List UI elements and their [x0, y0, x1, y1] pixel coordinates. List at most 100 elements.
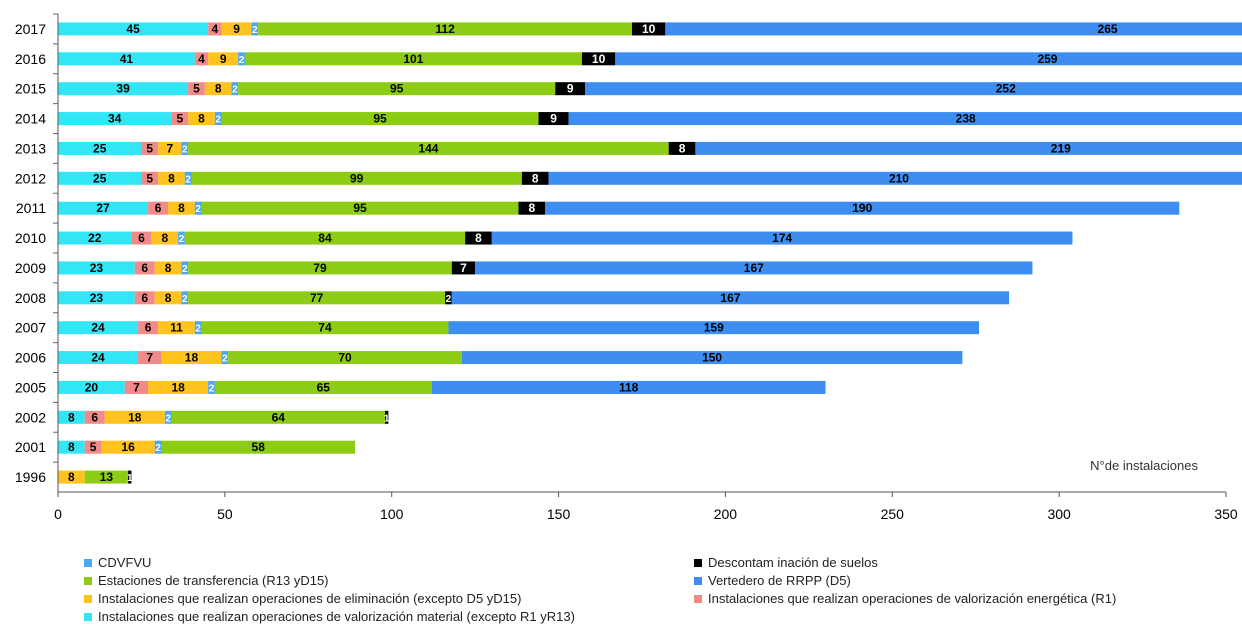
- data-label: 13: [100, 470, 114, 484]
- data-label: 41: [120, 52, 134, 66]
- data-label: 2: [155, 443, 161, 454]
- legend-item: Instalaciones que realizan operaciones d…: [694, 591, 1116, 606]
- data-label: 18: [185, 351, 199, 365]
- data-label: 9: [233, 22, 240, 36]
- y-tick-label: 2008: [15, 290, 46, 306]
- data-label: 6: [138, 231, 145, 245]
- bar-segment: [251, 22, 259, 36]
- bar-segment: [214, 380, 432, 394]
- bar-segment: [134, 291, 155, 305]
- y-tick-label: 2014: [15, 111, 46, 127]
- bar-segment: [465, 231, 492, 245]
- data-label: 64: [272, 410, 286, 424]
- bar-segment: [615, 52, 1242, 66]
- data-label: 8: [68, 470, 75, 484]
- bar-segment: [631, 22, 666, 36]
- bar-segment: [445, 291, 452, 305]
- data-label: 24: [91, 321, 105, 335]
- data-label: 259: [1037, 52, 1057, 66]
- data-label: 18: [128, 410, 142, 424]
- bar-segment: [58, 351, 139, 365]
- legend-swatch: [84, 612, 92, 621]
- x-tick-label: 250: [881, 506, 905, 522]
- legend-label: CDVFVU: [98, 555, 152, 570]
- data-label: 6: [91, 410, 98, 424]
- legend-swatch: [694, 558, 702, 567]
- data-label: 8: [679, 141, 686, 155]
- x-tick-label: 200: [714, 506, 738, 522]
- bar-segment: [58, 22, 209, 36]
- data-label: 58: [252, 440, 266, 454]
- bar-segment: [665, 22, 1242, 36]
- y-tick-label: 2005: [15, 379, 46, 395]
- data-label: 1: [384, 413, 390, 424]
- data-label: 8: [178, 201, 185, 215]
- data-label: 144: [418, 141, 438, 155]
- data-label: 6: [141, 261, 148, 275]
- bar-segment: [191, 171, 522, 185]
- data-label: 8: [198, 112, 205, 126]
- bar-segment: [568, 112, 1242, 126]
- bar-segment: [231, 82, 239, 96]
- bar-segment: [158, 321, 195, 335]
- axes-layer: 2017201620152014201320122011201020092008…: [15, 13, 1238, 522]
- bar-segment: [154, 261, 182, 275]
- data-label: 25: [93, 141, 107, 155]
- data-label: 45: [126, 22, 140, 36]
- data-label: 265: [1098, 22, 1118, 36]
- x-tick-label: 300: [1047, 506, 1071, 522]
- data-label: 84: [318, 231, 332, 245]
- bar-segment: [201, 321, 449, 335]
- bar-segment: [58, 440, 85, 454]
- bar-segment: [154, 440, 162, 454]
- bar-segment: [184, 231, 466, 245]
- bar-segment: [228, 351, 462, 365]
- y-tick-label: 2001: [15, 439, 46, 455]
- data-label: 95: [353, 201, 367, 215]
- bar-segment: [695, 141, 1242, 155]
- bar-segment: [555, 82, 586, 96]
- legend-label: Instalaciones que realizan operaciones d…: [708, 591, 1117, 606]
- bar-segment: [141, 171, 159, 185]
- data-label: 99: [350, 171, 364, 185]
- bar-segment: [131, 231, 152, 245]
- bar-segment: [161, 351, 222, 365]
- data-label: 2: [195, 204, 201, 215]
- data-label: 7: [166, 141, 173, 155]
- legend-label: Instalaciones que realizan operaciones d…: [98, 591, 522, 606]
- data-label: 118: [619, 380, 639, 394]
- data-label: 10: [592, 52, 606, 66]
- data-label: 2: [222, 354, 228, 365]
- y-tick-label: 2010: [15, 230, 46, 246]
- bar-segment: [475, 261, 1033, 275]
- data-label: 8: [161, 231, 168, 245]
- bar-segment: [58, 201, 149, 215]
- bar-segment: [431, 380, 826, 394]
- bar-segment: [545, 201, 1180, 215]
- x-tick-label: 100: [380, 506, 404, 522]
- x-tick-label: 150: [547, 506, 571, 522]
- data-label: 23: [90, 291, 104, 305]
- legend-item: Instalaciones que realizan operaciones d…: [84, 591, 521, 606]
- bar-segment: [84, 470, 129, 484]
- bar-segment: [58, 291, 135, 305]
- data-label: 5: [176, 112, 183, 126]
- data-label: 9: [220, 52, 227, 66]
- data-label: 95: [373, 112, 387, 126]
- bar-segment: [158, 171, 185, 185]
- bar-segment: [451, 291, 1010, 305]
- bar-segment: [154, 291, 182, 305]
- bar-segment: [538, 112, 569, 126]
- data-label: 8: [165, 291, 172, 305]
- legend-item: Vertedero de RRPP (D5): [694, 573, 851, 588]
- bar-segment: [84, 410, 105, 424]
- bar-segment: [134, 261, 155, 275]
- data-label: 2: [446, 294, 452, 305]
- bar-segment: [124, 380, 149, 394]
- data-label: 95: [390, 82, 404, 96]
- legend-swatch: [694, 576, 702, 585]
- bar-segment: [58, 231, 132, 245]
- data-label: 10: [642, 22, 656, 36]
- bar-segment: [214, 112, 222, 126]
- bar-segment: [221, 112, 539, 126]
